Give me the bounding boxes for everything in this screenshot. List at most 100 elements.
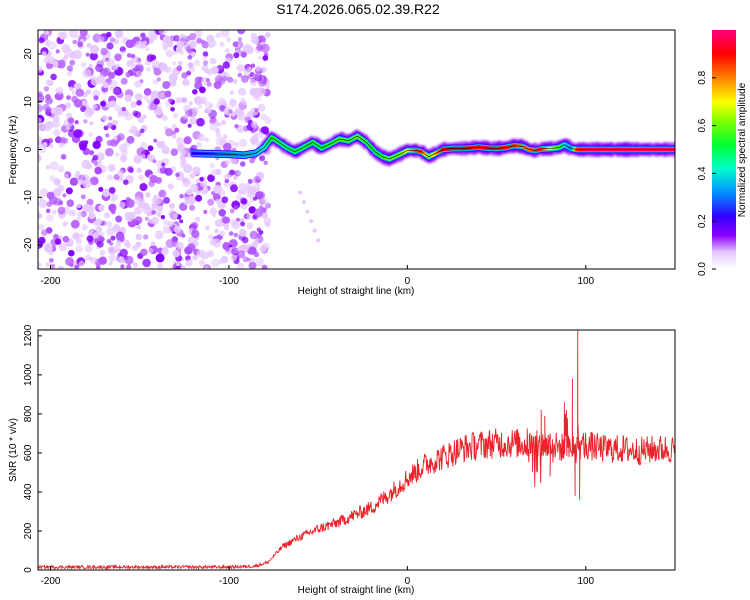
- noise-blob: [140, 154, 146, 160]
- noise-blob: [47, 80, 54, 87]
- noise-blob: [235, 193, 243, 201]
- noise-blob: [109, 37, 116, 43]
- noise-blob: [94, 166, 102, 175]
- noise-blob: [199, 176, 204, 182]
- colorbar-tick-label: 0.6: [697, 118, 708, 132]
- noise-blob: [136, 100, 142, 106]
- noise-blob: [168, 98, 173, 103]
- noise-blob: [223, 107, 232, 116]
- noise-blob: [262, 55, 269, 61]
- noise-blob: [241, 198, 248, 205]
- noise-blob: [247, 178, 253, 184]
- noise-blob: [239, 161, 246, 167]
- noise-blob: [78, 260, 85, 267]
- noise-blob: [224, 173, 230, 180]
- noise-blob: [124, 112, 133, 121]
- noise-blob: [45, 262, 51, 268]
- noise-blob: [38, 212, 43, 219]
- noise-blob: [261, 264, 268, 269]
- noise-blob: [224, 159, 230, 165]
- noise-blob: [160, 215, 166, 220]
- noise-blob: [114, 53, 122, 62]
- noise-blob: [69, 209, 76, 217]
- noise-blob: [140, 248, 148, 256]
- noise-blob: [249, 198, 255, 204]
- noise-blob: [38, 93, 45, 103]
- noise-blob: [152, 159, 157, 164]
- noise-blob: [256, 44, 264, 52]
- noise-blob: [148, 30, 158, 39]
- noise-blob: [226, 76, 234, 83]
- noise-blob: [42, 122, 52, 132]
- noise-blob: [224, 178, 229, 183]
- noise-blob: [134, 111, 142, 118]
- noise-blob: [234, 124, 239, 129]
- noise-blob: [58, 242, 68, 252]
- noise-blob: [69, 30, 79, 39]
- noise-blob: [194, 81, 203, 90]
- noise-blob: [66, 65, 73, 72]
- noise-blob: [47, 56, 56, 65]
- noise-blob: [174, 127, 180, 133]
- noise-blob: [48, 143, 54, 149]
- colorbar-tick-label: 0.8: [697, 70, 708, 84]
- x-tick-label: -200: [40, 576, 60, 587]
- noise-blob: [105, 147, 114, 157]
- noise-blob: [182, 114, 188, 120]
- noise-blob: [81, 100, 88, 106]
- noise-blob: [107, 246, 117, 256]
- noise-blob: [111, 192, 116, 198]
- noise-blob: [70, 219, 80, 229]
- noise-blob: [88, 212, 96, 220]
- noise-blob: [105, 133, 110, 138]
- noise-blob: [206, 34, 215, 43]
- noise-blob: [128, 167, 134, 174]
- noise-blob: [45, 94, 51, 100]
- noise-blob: [125, 264, 132, 269]
- noise-blob: [101, 115, 108, 121]
- noise-blob: [162, 225, 171, 234]
- noise-blob: [39, 188, 49, 197]
- noise-blob: [120, 226, 126, 233]
- noise-blob: [58, 143, 64, 148]
- noise-blob: [108, 261, 113, 267]
- noise-blob: [73, 129, 83, 138]
- noise-blob: [199, 96, 208, 105]
- noise-blob: [161, 247, 169, 256]
- noise-blob: [49, 161, 59, 171]
- noise-blob: [175, 265, 181, 269]
- noise-blob: [45, 208, 51, 214]
- noise-blob: [205, 225, 210, 231]
- ridge-trace: [193, 135, 675, 160]
- noise-blob: [180, 265, 186, 269]
- noise-blob: [78, 140, 88, 150]
- noise-blob: [250, 257, 256, 263]
- noise-blob: [209, 162, 216, 168]
- noise-blob: [110, 235, 116, 241]
- noise-blob: [250, 121, 259, 129]
- noise-blob: [61, 155, 66, 160]
- noise-blob: [222, 75, 228, 82]
- noise-blob: [238, 37, 243, 42]
- noise-blob: [221, 120, 227, 125]
- noise-blob: [224, 223, 230, 228]
- noise-blob: [108, 116, 113, 121]
- noise-blob: [77, 41, 83, 48]
- noise-blob: [106, 174, 113, 181]
- noise-blob: [205, 78, 210, 83]
- noise-blob: [69, 177, 78, 186]
- noise-blob: [249, 230, 258, 240]
- noise-blob: [142, 258, 151, 268]
- noise-blob: [230, 184, 238, 193]
- noise-blob: [96, 265, 101, 269]
- noise-blob: [192, 166, 201, 175]
- noise-blob: [228, 109, 233, 114]
- noise-blob: [48, 41, 57, 50]
- noise-blob: [179, 219, 184, 224]
- noise-blob: [237, 111, 243, 117]
- noise-blob: [249, 87, 258, 96]
- noise-blob: [161, 146, 170, 155]
- noise-blob: [257, 131, 265, 139]
- noise-blob: [125, 198, 135, 208]
- noise-blob: [221, 196, 229, 204]
